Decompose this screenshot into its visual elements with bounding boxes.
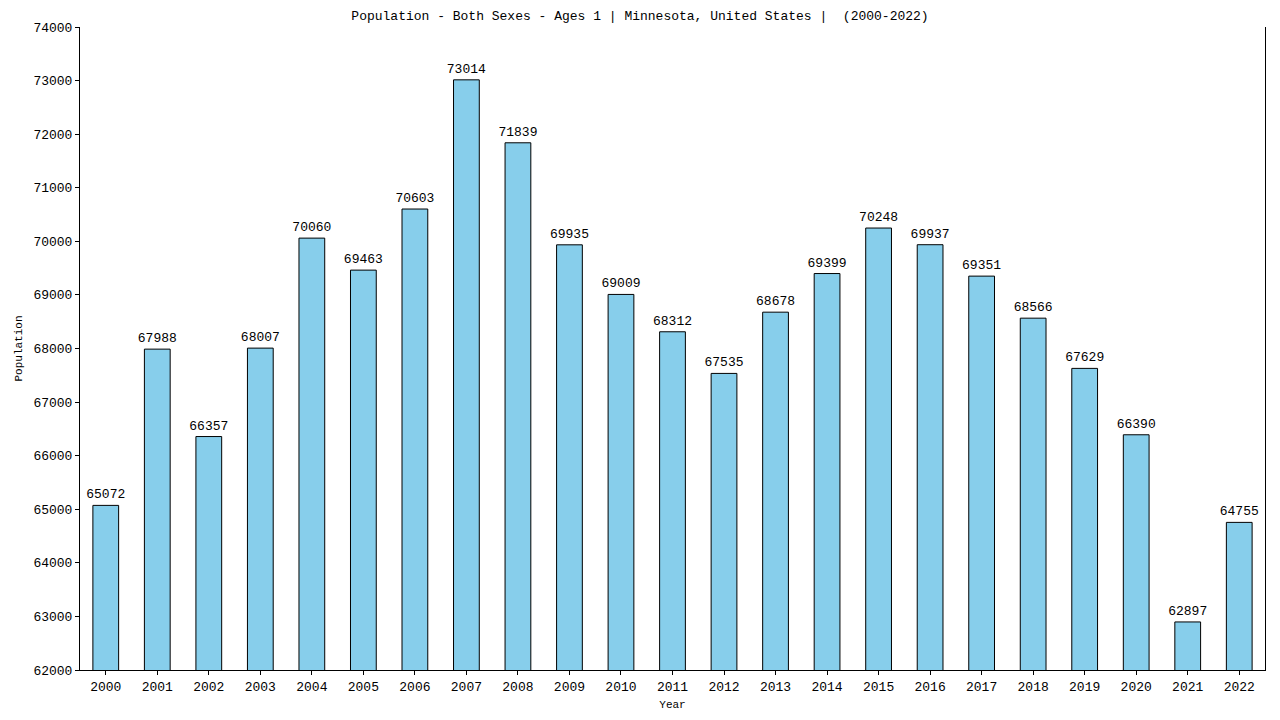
svg-text:64755: 64755 xyxy=(1220,504,1259,519)
svg-text:68678: 68678 xyxy=(756,294,795,309)
svg-text:2022: 2022 xyxy=(1224,680,1255,695)
svg-text:2012: 2012 xyxy=(708,680,739,695)
svg-text:2011: 2011 xyxy=(657,680,688,695)
svg-text:69000: 69000 xyxy=(33,288,72,303)
svg-text:69009: 69009 xyxy=(601,276,640,291)
svg-text:67535: 67535 xyxy=(705,355,744,370)
svg-text:Year: Year xyxy=(659,699,685,711)
svg-text:2004: 2004 xyxy=(296,680,327,695)
svg-text:66000: 66000 xyxy=(33,449,72,464)
svg-text:62897: 62897 xyxy=(1168,604,1207,619)
svg-text:2006: 2006 xyxy=(399,680,430,695)
svg-text:69351: 69351 xyxy=(962,258,1001,273)
svg-text:2021: 2021 xyxy=(1172,680,1203,695)
svg-text:2001: 2001 xyxy=(142,680,173,695)
svg-text:2008: 2008 xyxy=(502,680,533,695)
svg-text:2010: 2010 xyxy=(605,680,636,695)
svg-text:65072: 65072 xyxy=(86,487,125,502)
svg-text:2013: 2013 xyxy=(760,680,791,695)
svg-text:67629: 67629 xyxy=(1065,350,1104,365)
svg-text:68007: 68007 xyxy=(241,330,280,345)
svg-text:73000: 73000 xyxy=(33,74,72,89)
svg-text:2018: 2018 xyxy=(1018,680,1049,695)
svg-text:74000: 74000 xyxy=(33,21,72,36)
svg-text:66390: 66390 xyxy=(1117,417,1156,432)
svg-text:65000: 65000 xyxy=(33,503,72,518)
svg-text:63000: 63000 xyxy=(33,610,72,625)
svg-text:2016: 2016 xyxy=(915,680,946,695)
svg-text:68000: 68000 xyxy=(33,342,72,357)
svg-text:2009: 2009 xyxy=(554,680,585,695)
svg-text:68312: 68312 xyxy=(653,314,692,329)
svg-text:70000: 70000 xyxy=(33,235,72,250)
svg-text:70248: 70248 xyxy=(859,210,898,225)
svg-text:72000: 72000 xyxy=(33,128,72,143)
svg-text:70060: 70060 xyxy=(292,220,331,235)
svg-text:2019: 2019 xyxy=(1069,680,1100,695)
svg-text:71839: 71839 xyxy=(498,125,537,140)
svg-text:73014: 73014 xyxy=(447,62,486,77)
svg-text:67000: 67000 xyxy=(33,396,72,411)
svg-text:Population - Both Sexes - Ages: Population - Both Sexes - Ages 1 | Minne… xyxy=(351,9,928,24)
svg-text:69463: 69463 xyxy=(344,252,383,267)
svg-text:2017: 2017 xyxy=(966,680,997,695)
svg-text:64000: 64000 xyxy=(33,556,72,571)
svg-text:70603: 70603 xyxy=(395,191,434,206)
svg-text:69935: 69935 xyxy=(550,227,589,242)
svg-text:2000: 2000 xyxy=(90,680,121,695)
svg-text:68566: 68566 xyxy=(1014,300,1053,315)
svg-text:69937: 69937 xyxy=(911,227,950,242)
svg-text:2003: 2003 xyxy=(245,680,276,695)
svg-text:2005: 2005 xyxy=(348,680,379,695)
svg-text:2020: 2020 xyxy=(1121,680,1152,695)
svg-text:Population: Population xyxy=(13,315,25,381)
svg-text:71000: 71000 xyxy=(33,181,72,196)
svg-text:62000: 62000 xyxy=(33,664,72,679)
svg-text:2014: 2014 xyxy=(811,680,842,695)
svg-text:2015: 2015 xyxy=(863,680,894,695)
svg-text:2007: 2007 xyxy=(451,680,482,695)
svg-text:67988: 67988 xyxy=(138,331,177,346)
svg-text:69399: 69399 xyxy=(808,256,847,271)
svg-text:2002: 2002 xyxy=(193,680,224,695)
svg-text:66357: 66357 xyxy=(189,419,228,434)
